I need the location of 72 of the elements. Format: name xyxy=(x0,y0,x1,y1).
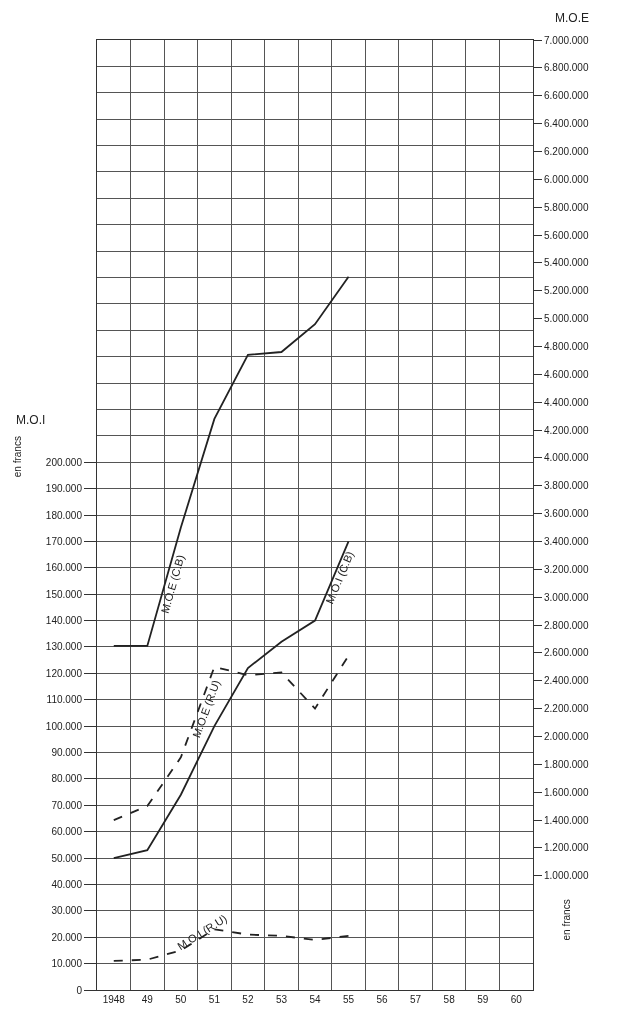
y-tick-label: 190.000 xyxy=(45,483,83,495)
text: M.O.I (C.B) xyxy=(323,549,356,606)
y-tick-label: 90.000 xyxy=(51,747,83,758)
y2-tick-label: 4.200.000 xyxy=(544,424,589,436)
x-tick-label: 57 xyxy=(410,994,422,1005)
y-tick-label: 80.000 xyxy=(51,773,83,785)
text: M.O.E (C.B) xyxy=(158,553,187,615)
y2-tick-label: 3.200.000 xyxy=(544,563,589,575)
y2-tick-label: 3.800.000 xyxy=(544,480,589,492)
y2-tick-label: 4.400.000 xyxy=(544,396,589,408)
y2-tick-label: 6.400.000 xyxy=(544,118,589,130)
x-tick-label: 52 xyxy=(242,994,254,1005)
y2-tick-label: 4.600.000 xyxy=(544,368,589,380)
y2-tick-label: 6.600.000 xyxy=(544,90,589,102)
x-tick-label: 53 xyxy=(275,994,288,1005)
x-tick-label: 49 xyxy=(141,994,154,1005)
y2-tick-label: 6.200.000 xyxy=(544,145,589,157)
y2-tick-label: 2.600.000 xyxy=(544,647,589,659)
y2-tick-label: 5.600.000 xyxy=(544,229,589,241)
y2-tick-label: 1.200.000 xyxy=(544,842,589,854)
y2-tick-label: 2.000.000 xyxy=(544,730,589,742)
y2-tick-label: 6.800.000 xyxy=(544,62,589,74)
y-tick-label: 100.000 xyxy=(45,720,83,732)
y-tick-label: 180.000 xyxy=(45,509,83,521)
y-tick-label: 130.000 xyxy=(45,641,83,653)
text: M.O.E (R.U) xyxy=(190,678,223,740)
y2-tick-label: 2.400.000 xyxy=(544,675,589,687)
y2-tick-label: 3.400.000 xyxy=(544,535,589,547)
y2-tick-label: 1.000.000 xyxy=(544,870,589,882)
y-tick-label: 110.000 xyxy=(46,694,83,706)
y2-tick-label: 5.000.000 xyxy=(544,313,589,325)
x-tick-label: 55 xyxy=(342,994,355,1005)
y-axis-title: M.O.I xyxy=(16,413,46,427)
y-tick-label: 10.000 xyxy=(51,958,83,970)
y-tick-label: 50.000 xyxy=(51,852,83,864)
y2-tick-label: 4.000.000 xyxy=(544,452,589,464)
x-tick-label: 1948 xyxy=(102,994,126,1005)
y2-tick-label: 3.000.000 xyxy=(544,591,589,603)
y-tick-label: 120.000 xyxy=(45,667,83,679)
text: en francs xyxy=(11,436,23,478)
y2-tick-label: 3.600.000 xyxy=(544,508,589,520)
x-tick-label: 54 xyxy=(309,994,321,1005)
x-tick-label: 59 xyxy=(477,994,489,1005)
text: en francs xyxy=(560,899,572,941)
y-tick-label: 200.000 xyxy=(45,456,83,468)
y-tick-label: 170.000 xyxy=(45,535,83,547)
y2-tick-label: 1.800.000 xyxy=(544,758,589,770)
y-tick-label: 0 xyxy=(76,984,83,996)
y2-tick-label: 7.000.000 xyxy=(544,34,589,46)
y2-tick-label: 1.400.000 xyxy=(544,814,589,826)
y-tick-label: 30.000 xyxy=(51,905,83,917)
y-tick-label: 40.000 xyxy=(51,878,83,890)
y2-tick-label: 2.200.000 xyxy=(544,703,589,715)
y2-tick-label: 1.600.000 xyxy=(544,786,589,798)
x-tick-label: 50 xyxy=(175,994,187,1005)
y2-tick-label: 6.000.000 xyxy=(544,173,589,185)
x-tick-label: 60 xyxy=(510,994,523,1005)
y-tick-label: 60.000 xyxy=(51,826,83,838)
y2-tick-label: 5.800.000 xyxy=(544,201,589,213)
y-tick-label: 160.000 xyxy=(45,562,83,574)
y-tick-label: 70.000 xyxy=(51,799,83,811)
x-tick-label: 56 xyxy=(376,994,389,1005)
y2-tick-label: 5.400.000 xyxy=(544,257,589,269)
y-tick-label: 140.000 xyxy=(45,615,83,627)
y-tick-label: 150.000 xyxy=(45,588,83,600)
y2-tick-label: 5.200.000 xyxy=(544,285,589,297)
y2-tick-label: 2.800.000 xyxy=(544,619,589,631)
y-tick-label: 20.000 xyxy=(51,931,83,943)
y2-tick-label: 4.800.000 xyxy=(544,340,589,352)
x-tick-label: 58 xyxy=(443,994,456,1005)
y2-axis-title: M.O.E xyxy=(555,11,590,25)
x-tick-label: 51 xyxy=(208,994,221,1005)
